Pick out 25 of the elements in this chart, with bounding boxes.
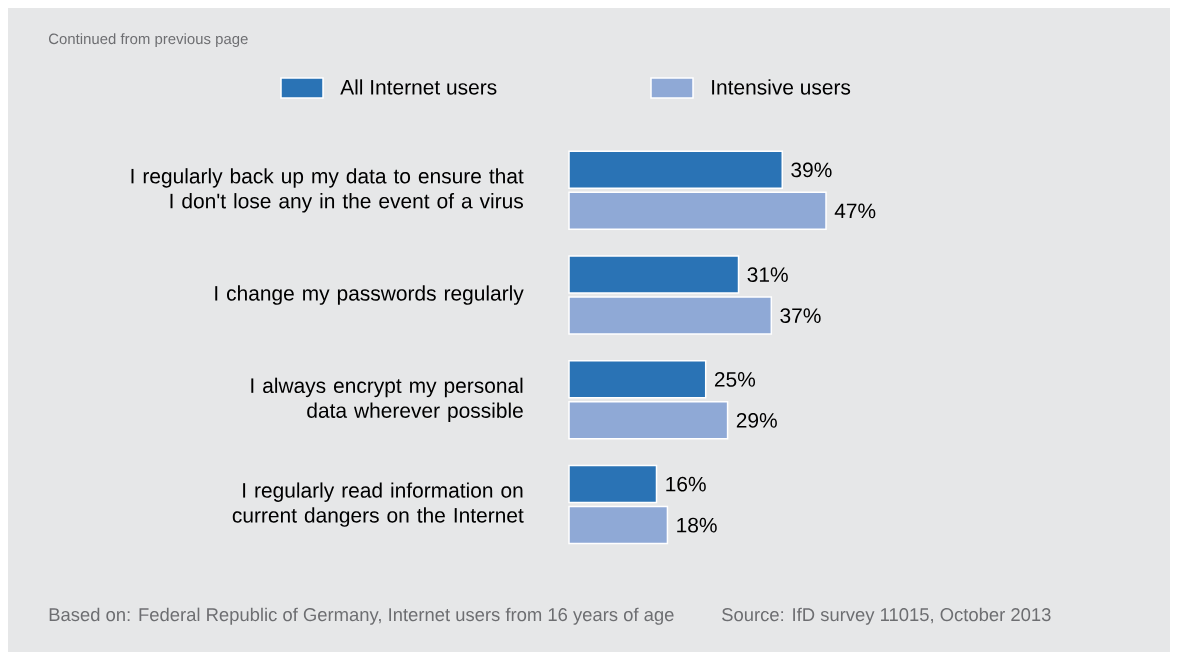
data-label: 29% — [736, 412, 777, 428]
text: Based on: Federal Republic of Germany, Internet users from 16 years of age — [49, 607, 674, 625]
data-label: 25% — [714, 371, 756, 387]
data-label: 37% — [780, 308, 821, 324]
bar — [568, 401, 729, 440]
y-tick-label: I regularly read information on current dangers on the Internet — [232, 482, 524, 527]
bar — [568, 150, 784, 190]
bar — [568, 360, 707, 399]
legend-label: Intensive users — [712, 79, 851, 95]
bar — [568, 505, 669, 545]
bar — [568, 191, 827, 231]
y-tick-label: I regularly back up my data to ensure that I don't lose any in the event of a virus — [131, 168, 524, 213]
data-label: 18% — [677, 517, 717, 533]
bar — [568, 464, 658, 504]
data-label: 47% — [834, 203, 876, 219]
source-note: Source: IfD survey 11015, October 2013 — [722, 607, 1051, 625]
y-tick-label: I change my passwords regularly — [215, 285, 524, 305]
bar — [568, 296, 773, 335]
y-tick-label: I always encrypt my personal data wherever possible — [251, 377, 523, 423]
text: Continued from previous page — [48, 33, 248, 48]
data-label: 16% — [666, 476, 706, 492]
legend-label: All Internet users — [340, 79, 497, 95]
data-label: 39% — [791, 162, 832, 178]
bar — [568, 255, 740, 294]
data-label: 31% — [747, 267, 788, 283]
